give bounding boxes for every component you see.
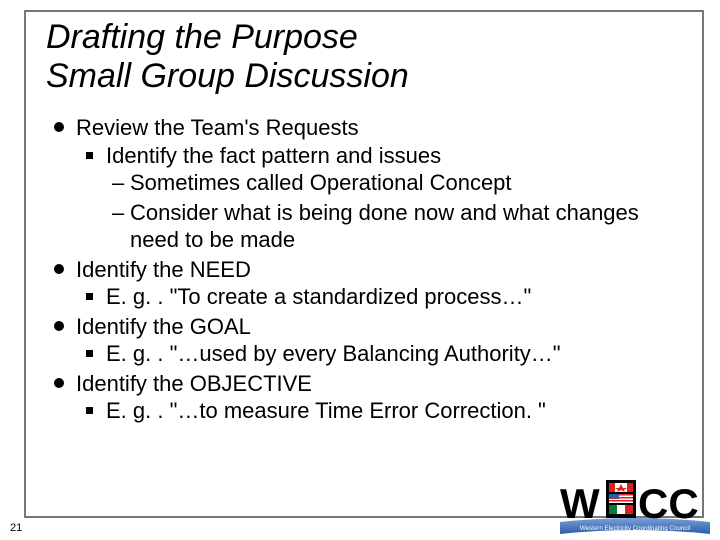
bullet-list: Review the Team's Requests Identify the … [46,114,682,425]
slide-title: Drafting the Purpose Small Group Discuss… [46,18,682,96]
bullet-text: Consider what is being done now and what… [130,200,639,253]
slide-body: Review the Team's Requests Identify the … [46,114,682,425]
bullet-item: Identify the GOAL E. g. . "…used by ever… [76,313,682,368]
bullet-text: E. g. . "…used by every Balancing Author… [106,341,561,366]
wecc-logo: W CC West [560,478,710,538]
bullet-item: Identify the NEED E. g. . "To create a s… [76,256,682,311]
wecc-logo-svg: W CC West [560,478,710,538]
bullet-item: Review the Team's Requests Identify the … [76,114,682,254]
bullet-item: Identify the fact pattern and issues Som… [106,142,682,254]
bullet-sublist: E. g. . "To create a standardized proces… [76,283,682,311]
bullet-item: E. g. . "…to measure Time Error Correcti… [106,397,682,425]
bullet-item: E. g. . "To create a standardized proces… [106,283,682,311]
bullet-text: E. g. . "…to measure Time Error Correcti… [106,398,546,423]
bullet-item: Identify the OBJECTIVE E. g. . "…to meas… [76,370,682,425]
bullet-item: Sometimes called Operational Concept [130,169,682,197]
bullet-text: Identify the fact pattern and issues [106,143,441,168]
title-line-1: Drafting the Purpose [46,18,358,56]
logo-caption: Western Electricity Coordinating Council [580,525,690,532]
bullet-text: Identify the NEED [76,257,251,282]
bullet-sublist: Sometimes called Operational Concept Con… [106,169,682,254]
bullet-text: Identify the GOAL [76,314,251,339]
slide: Drafting the Purpose Small Group Discuss… [0,0,720,540]
page-number: 21 [10,522,22,534]
bullet-sublist: E. g. . "…to measure Time Error Correcti… [76,397,682,425]
content-frame: Drafting the Purpose Small Group Discuss… [24,10,704,518]
title-line-2: Small Group Discussion [46,57,409,95]
bullet-item: Consider what is being done now and what… [130,199,682,254]
bullet-item: E. g. . "…used by every Balancing Author… [106,340,682,368]
bullet-text: Sometimes called Operational Concept [130,170,512,195]
bullet-sublist: Identify the fact pattern and issues Som… [76,142,682,254]
bullet-text: Identify the OBJECTIVE [76,371,312,396]
bullet-text: Review the Team's Requests [76,115,359,140]
bullet-sublist: E. g. . "…used by every Balancing Author… [76,340,682,368]
bullet-text: E. g. . "To create a standardized proces… [106,284,531,309]
